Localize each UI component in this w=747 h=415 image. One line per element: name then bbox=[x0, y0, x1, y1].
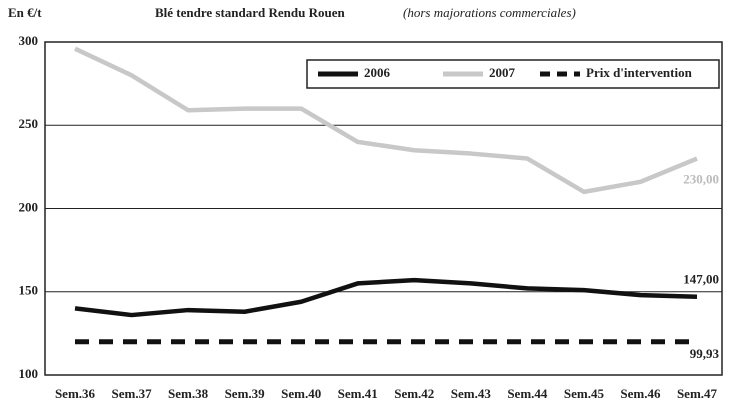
y-tick-label: 300 bbox=[19, 33, 39, 48]
series-line bbox=[74, 277, 698, 318]
x-tick-label: Sem.40 bbox=[281, 386, 321, 401]
y-axis-label: En €/t bbox=[8, 5, 42, 20]
x-tick-label: Sem.47 bbox=[677, 386, 718, 401]
x-tick-label: Sem.43 bbox=[451, 386, 492, 401]
x-tick-label: Sem.37 bbox=[111, 386, 152, 401]
x-tick-label: Sem.41 bbox=[338, 386, 378, 401]
x-tick-label: Sem.38 bbox=[168, 386, 209, 401]
chart-subtitle: (hors majorations commerciales) bbox=[403, 5, 576, 20]
legend-label: 2007 bbox=[489, 65, 516, 80]
legend-box bbox=[306, 59, 720, 89]
annotation: 99,93 bbox=[690, 346, 720, 361]
y-tick-label: 250 bbox=[19, 116, 39, 131]
chart-title: Blé tendre standard Rendu Rouen bbox=[155, 5, 346, 20]
series-line bbox=[74, 46, 698, 195]
x-tick-label: Sem.39 bbox=[225, 386, 266, 401]
y-tick-label: 200 bbox=[19, 199, 39, 214]
value-label: 230,00 bbox=[683, 172, 719, 187]
y-tick-label: 100 bbox=[19, 366, 39, 381]
x-tick-label: Sem.36 bbox=[55, 386, 96, 401]
x-tick-label: Sem.44 bbox=[507, 386, 548, 401]
x-tick-label: Sem.45 bbox=[564, 386, 605, 401]
y-tick-label: 150 bbox=[19, 283, 39, 298]
legend-label: 2006 bbox=[364, 65, 391, 80]
x-tick-label: Sem.42 bbox=[394, 386, 434, 401]
legend-label: Prix d'intervention bbox=[586, 65, 693, 80]
x-tick-label: Sem.46 bbox=[620, 386, 661, 401]
value-label: 147,00 bbox=[683, 272, 719, 287]
